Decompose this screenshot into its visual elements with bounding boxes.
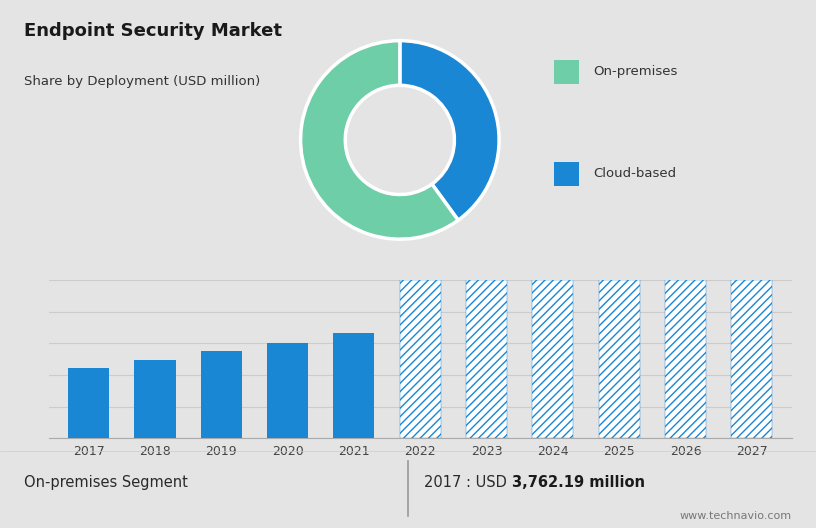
Bar [665,280,706,438]
Bar [135,360,175,438]
Bar [466,280,507,438]
Wedge shape [400,41,499,220]
Text: On-premises: On-premises [593,65,677,78]
Text: On-premises Segment: On-premises Segment [24,475,188,489]
Bar [69,368,109,438]
Bar [400,280,441,438]
Text: Share by Deployment (USD million): Share by Deployment (USD million) [24,76,261,88]
Bar [267,343,308,438]
Text: 3,762.19 million: 3,762.19 million [512,475,645,489]
Bar [532,280,574,438]
Wedge shape [300,41,459,239]
Text: 2017 : USD: 2017 : USD [424,475,512,489]
Bar [554,60,579,84]
Bar [554,162,579,186]
Bar [731,280,772,438]
Bar [201,351,242,438]
Bar [599,280,640,438]
Text: Cloud-based: Cloud-based [593,167,676,180]
Text: www.technavio.com: www.technavio.com [680,511,792,521]
Text: Endpoint Security Market: Endpoint Security Market [24,22,282,40]
Bar [334,333,375,438]
